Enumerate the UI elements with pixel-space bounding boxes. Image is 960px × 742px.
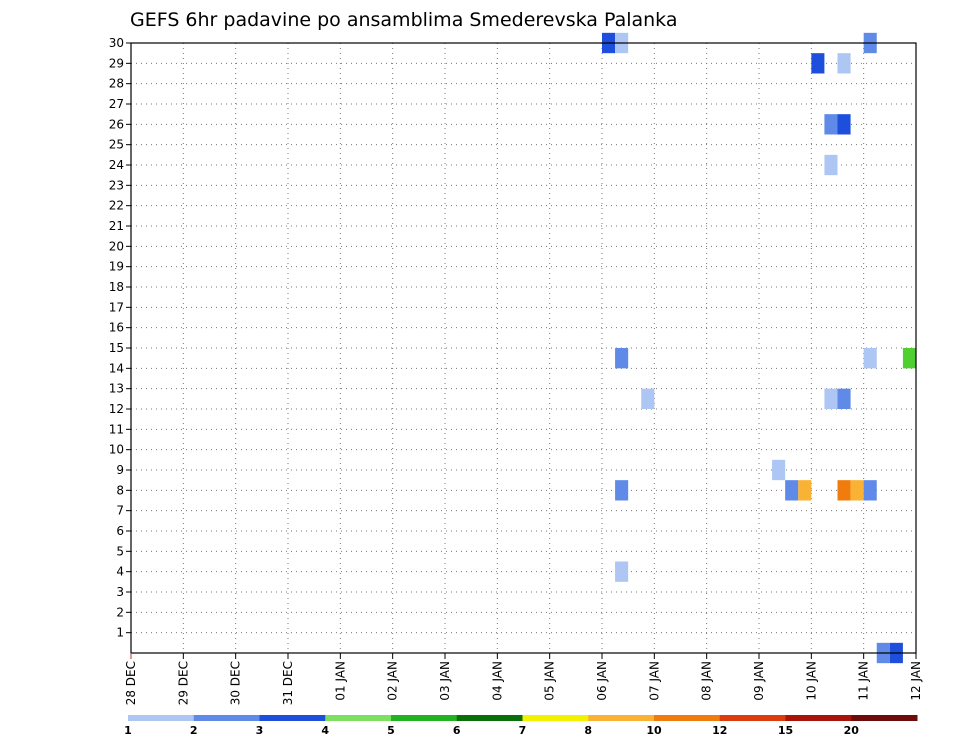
x-tick-label: 07 JAN: [647, 661, 661, 701]
y-tick-label: 17: [109, 300, 124, 314]
x-tick-label: 11 JAN: [857, 661, 871, 701]
x-tick-label: 28 DEC: [124, 661, 138, 705]
grid-layer: [130, 42, 917, 653]
data-cell: [811, 53, 825, 74]
y-tick-label: 11: [109, 422, 124, 436]
x-tick-label: 30 DEC: [229, 661, 243, 705]
colorbar-swatch: [654, 715, 721, 721]
x-tick-label: 01 JAN: [333, 661, 347, 701]
data-cell: [798, 480, 812, 501]
x-tick-label: 10 JAN: [804, 661, 818, 701]
colorbar-swatch: [325, 715, 392, 721]
data-cell: [785, 480, 799, 501]
y-tick-label: 29: [109, 56, 124, 70]
data-cell: [615, 480, 629, 501]
y-tick-label: 12: [109, 402, 124, 416]
y-tick-label: 13: [109, 382, 124, 396]
data-cell: [837, 480, 851, 501]
x-tick-label: 29 DEC: [176, 661, 190, 705]
y-tick-label: 3: [116, 585, 124, 599]
y-tick-label: 16: [109, 321, 124, 335]
y-tick-label: 2: [116, 605, 124, 619]
colorbar-swatch: [851, 715, 918, 721]
y-tick-label: 27: [109, 97, 124, 111]
y-axis: 1234567891011121314151617181920212223242…: [109, 36, 131, 640]
colorbar: 1 2 3 4 5 6 7 8 10 12 15 20: [124, 715, 918, 737]
x-tick-label: 02 JAN: [386, 661, 400, 701]
y-tick-label: 30: [109, 36, 124, 50]
y-tick-label: 24: [109, 158, 124, 172]
plot-frame: [130, 42, 917, 654]
y-tick-label: 20: [109, 239, 124, 253]
y-tick-label: 19: [109, 260, 124, 274]
data-cell: [850, 480, 864, 501]
colorbar-label: 5: [387, 724, 395, 737]
colorbar-swatch: [588, 715, 655, 721]
y-tick-label: 21: [109, 219, 124, 233]
colorbar-swatch: [128, 715, 195, 721]
y-tick-label: 22: [109, 199, 124, 213]
data-cell: [641, 388, 655, 409]
colorbar-label: 6: [453, 724, 461, 737]
y-tick-label: 4: [116, 565, 124, 579]
colorbar-label: 2: [190, 724, 198, 737]
x-axis: 28 DEC 29 DEC 30 DEC 31 DEC 01 JAN 02 JAN 03 J…: [124, 653, 923, 705]
data-cell: [837, 53, 851, 74]
colorbar-swatch: [522, 715, 589, 721]
colorbar-label: 3: [256, 724, 264, 737]
y-tick-label: 26: [109, 117, 124, 131]
colorbar-label: 7: [519, 724, 527, 737]
data-cell: [824, 388, 838, 409]
y-tick-label: 8: [116, 483, 124, 497]
y-tick-label: 6: [116, 524, 124, 538]
cell-layer: [602, 32, 916, 664]
x-tick-label: 05 JAN: [543, 661, 557, 701]
colorbar-label: 15: [778, 724, 793, 737]
colorbar-swatch: [785, 715, 852, 721]
data-cell: [772, 459, 786, 481]
data-cell: [824, 114, 838, 135]
colorbar-swatch: [456, 715, 523, 721]
x-tick-label: 12 JAN: [909, 661, 923, 701]
x-tick-label: 04 JAN: [490, 661, 504, 701]
y-tick-label: 14: [109, 361, 124, 375]
data-cell: [863, 348, 877, 369]
colorbar-swatch: [391, 715, 458, 721]
colorbar-label: 20: [844, 724, 860, 737]
y-tick-label: 28: [109, 77, 124, 91]
data-cell: [837, 114, 851, 135]
x-tick-label: 03 JAN: [438, 661, 452, 701]
y-tick-label: 1: [116, 626, 124, 640]
y-tick-label: 5: [116, 544, 124, 558]
y-tick-label: 15: [109, 341, 124, 355]
x-tick-label: 31 DEC: [281, 661, 295, 705]
x-tick-label: 06 JAN: [595, 661, 609, 701]
colorbar-label: 10: [646, 724, 662, 737]
colorbar-swatch: [719, 715, 786, 721]
colorbar-label: 4: [321, 724, 329, 737]
colorbar-swatch: [193, 715, 260, 721]
colorbar-swatch: [259, 715, 326, 721]
data-cell: [824, 154, 838, 176]
colorbar-label: 12: [712, 724, 727, 737]
data-cell: [902, 348, 916, 369]
y-tick-label: 9: [116, 463, 124, 477]
chart-title: GEFS 6hr padavine po ansamblima Smederev…: [130, 9, 677, 31]
colorbar-label: 1: [124, 724, 132, 737]
x-tick-label: 09 JAN: [752, 661, 766, 701]
y-tick-label: 18: [109, 280, 124, 294]
colorbar-label: 8: [584, 724, 592, 737]
y-tick-label: 25: [109, 138, 124, 152]
y-tick-label: 10: [109, 443, 124, 457]
x-tick-label: 08 JAN: [700, 661, 714, 701]
data-cell: [863, 480, 877, 501]
data-cell: [615, 561, 629, 582]
data-cell: [837, 388, 851, 409]
y-tick-label: 7: [116, 504, 124, 518]
y-tick-label: 23: [109, 178, 124, 192]
data-cell: [615, 348, 629, 369]
